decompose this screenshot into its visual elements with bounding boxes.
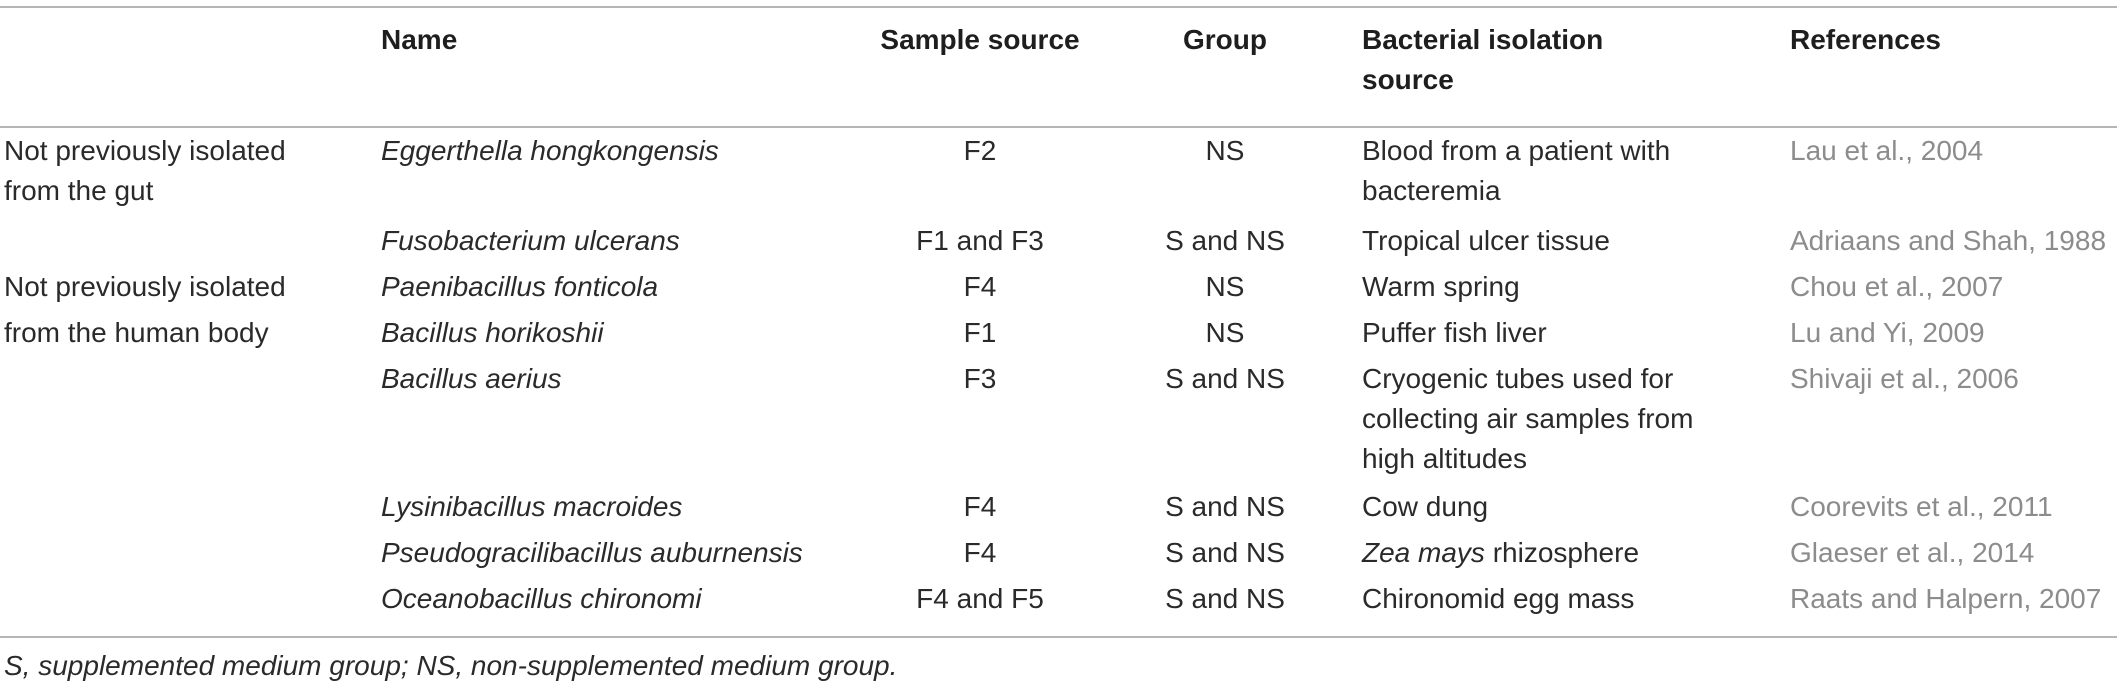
header-name: Name xyxy=(381,24,458,55)
species-name: Bacillus horikoshii xyxy=(381,317,604,348)
sample-source: F4 and F5 xyxy=(916,583,1044,614)
group: S and NS xyxy=(1165,537,1285,568)
reference: Lau et al., 2004 xyxy=(1790,135,1984,166)
species-name: Oceanobacillus chironomi xyxy=(381,583,702,614)
species-name: Pseudogracilibacillus auburnensis xyxy=(381,537,803,568)
reference: Raats and Halpern, 2007 xyxy=(1790,583,2102,614)
isolation-source: Cow dung xyxy=(1362,491,1489,522)
sample-source: F1 xyxy=(963,317,997,348)
sample-source: F4 xyxy=(963,271,997,302)
group: S and NS xyxy=(1165,363,1285,394)
category-body-line2: from the human body xyxy=(4,317,269,348)
group: NS xyxy=(1205,135,1245,166)
reference: Chou et al., 2007 xyxy=(1790,271,2004,302)
top-rule xyxy=(0,6,2117,8)
category-body-line1: Not previously isolated xyxy=(4,271,286,302)
group: NS xyxy=(1205,317,1245,348)
group: S and NS xyxy=(1165,491,1285,522)
bottom-rule xyxy=(0,636,2117,638)
isolation-source-rest: rhizosphere xyxy=(1484,537,1640,568)
species-name: Eggerthella hongkongensis xyxy=(381,135,719,166)
header-sample-source: Sample source xyxy=(880,24,1080,55)
table-footnote: S, supplemented medium group; NS, non-su… xyxy=(4,650,898,681)
sample-source: F2 xyxy=(963,135,997,166)
isolation-source: Warm spring xyxy=(1362,271,1520,302)
isolation-source: Chironomid egg mass xyxy=(1362,583,1635,614)
header-rule xyxy=(0,126,2117,128)
group: S and NS xyxy=(1165,583,1285,614)
reference: Coorevits et al., 2011 xyxy=(1790,491,2053,522)
sample-source: F3 xyxy=(963,363,997,394)
header-isolation-line2: source xyxy=(1362,64,1454,95)
isolation-source-italic: Zea mays xyxy=(1362,537,1485,568)
reference: Adriaans and Shah, 1988 xyxy=(1790,225,2107,256)
species-name: Fusobacterium ulcerans xyxy=(381,225,680,256)
isolation-source-cont: high altitudes xyxy=(1362,443,1528,474)
isolation-source: Tropical ulcer tissue xyxy=(1362,225,1610,256)
species-name: Lysinibacillus macroides xyxy=(381,491,683,522)
isolation-source-cont: bacteremia xyxy=(1362,175,1501,206)
isolation-source: Zea mays rhizosphere xyxy=(1362,533,1639,573)
reference: Lu and Yi, 2009 xyxy=(1790,317,1985,348)
species-name: Paenibacillus fonticola xyxy=(381,271,659,302)
sample-source: F4 xyxy=(963,537,997,568)
isolation-source: Blood from a patient with xyxy=(1362,135,1671,166)
sample-source: F1 and F3 xyxy=(916,225,1044,256)
group: S and NS xyxy=(1165,225,1285,256)
category-gut-line1: Not previously isolated xyxy=(4,135,286,166)
isolation-source: Puffer fish liver xyxy=(1362,317,1547,348)
species-name: Bacillus aerius xyxy=(381,363,562,394)
header-references: References xyxy=(1790,24,1941,55)
isolation-source: Cryogenic tubes used for xyxy=(1362,363,1674,394)
header-isolation-line1: Bacterial isolation xyxy=(1362,24,1604,55)
header-group: Group xyxy=(1183,24,1267,55)
reference: Glaeser et al., 2014 xyxy=(1790,537,2035,568)
reference: Shivaji et al., 2006 xyxy=(1790,363,2019,394)
isolation-source-cont: collecting air samples from xyxy=(1362,403,1694,434)
category-gut-line2: from the gut xyxy=(4,175,154,206)
group: NS xyxy=(1205,271,1245,302)
sample-source: F4 xyxy=(963,491,997,522)
